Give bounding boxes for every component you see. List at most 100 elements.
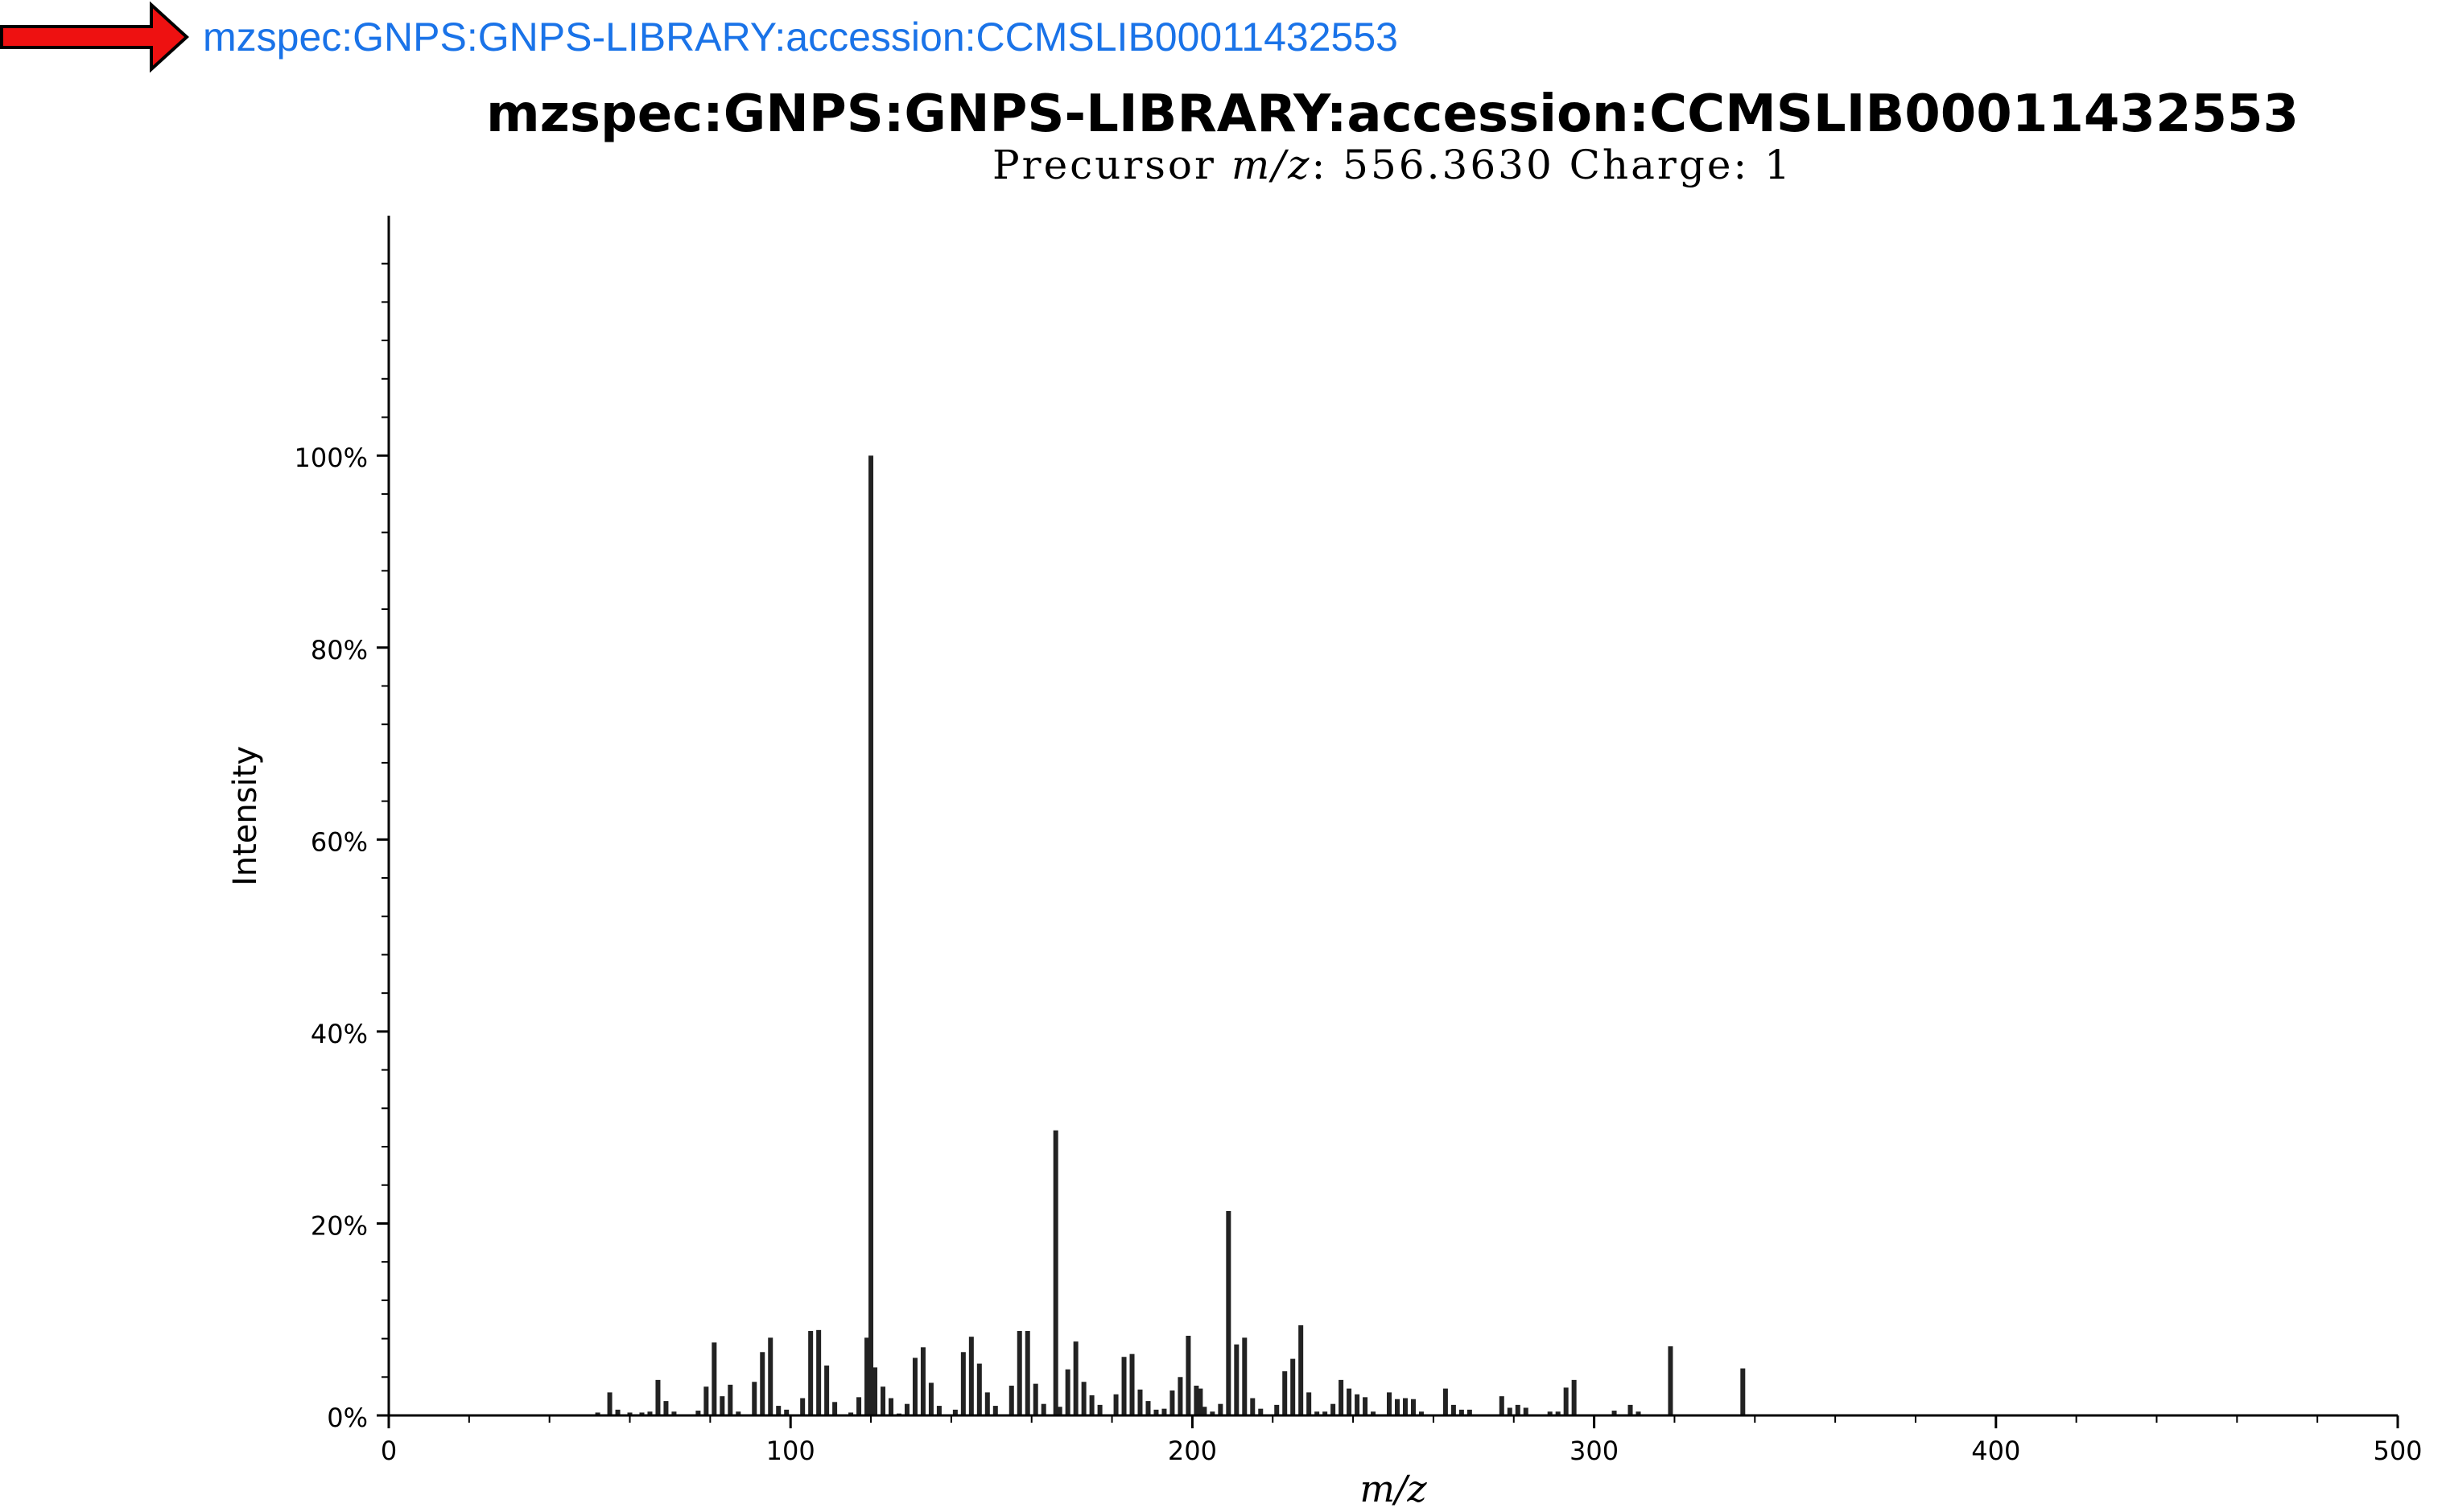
peak-bar xyxy=(655,1379,661,1415)
peak-bar xyxy=(1636,1411,1641,1415)
peak-bar xyxy=(1394,1399,1400,1415)
peak-bar xyxy=(1571,1379,1577,1415)
peak-bar xyxy=(1210,1411,1215,1415)
peak-bar xyxy=(1226,1210,1231,1415)
peak-bar xyxy=(889,1398,893,1415)
y-axis-label: Intensity xyxy=(227,746,264,886)
peak-bar xyxy=(848,1412,854,1415)
peak-bar xyxy=(663,1401,669,1415)
y-tick-label: 20% xyxy=(311,1210,368,1241)
y-tick-label: 100% xyxy=(295,443,368,473)
peak-bar xyxy=(920,1347,926,1415)
x-tick-label: 400 xyxy=(1971,1436,2020,1466)
y-tick-label: 80% xyxy=(311,635,368,665)
peak-bar xyxy=(1466,1409,1472,1415)
peak-bar xyxy=(1057,1407,1062,1415)
x-tick-label: 300 xyxy=(1570,1436,1619,1466)
peak-bar xyxy=(627,1412,633,1415)
peak-bar xyxy=(1250,1398,1256,1415)
peak-bars xyxy=(595,455,1746,1416)
peak-bar xyxy=(752,1382,757,1415)
peak-bar xyxy=(1202,1407,1207,1415)
peak-bar xyxy=(728,1384,733,1415)
peak-bar xyxy=(1355,1394,1360,1415)
peak-bar xyxy=(1330,1403,1336,1415)
peak-bar xyxy=(1363,1397,1368,1415)
peak-bar xyxy=(1017,1331,1022,1415)
x-axis-label: m/z xyxy=(1359,1467,1427,1510)
peak-bar xyxy=(1740,1368,1746,1415)
peak-bar xyxy=(1499,1396,1504,1415)
peak-bar xyxy=(760,1352,765,1415)
peak-bar xyxy=(1410,1399,1416,1415)
peak-bar xyxy=(1402,1398,1408,1415)
peak-bar xyxy=(1198,1388,1203,1415)
peak-bar xyxy=(816,1329,822,1415)
peak-bar xyxy=(1668,1346,1673,1415)
peak-bar xyxy=(1523,1407,1528,1415)
chart-title: mzspec:GNPS:GNPS-LIBRARY:accession:CCMSL… xyxy=(486,84,2299,144)
peak-bar xyxy=(856,1397,862,1415)
peak-bar xyxy=(1242,1337,1248,1415)
peak-bar xyxy=(1387,1392,1392,1415)
peak-bar xyxy=(1169,1390,1175,1415)
peak-bar xyxy=(1458,1409,1464,1415)
chart-subtitle: Precursor m/z: 556.3630 Charge: 1 xyxy=(992,142,1792,188)
peak-bar xyxy=(1274,1404,1280,1415)
peak-bar xyxy=(1097,1404,1103,1415)
peak-bar xyxy=(1073,1341,1079,1415)
y-tick-label: 0% xyxy=(327,1403,368,1433)
y-tick-label: 60% xyxy=(311,826,368,857)
arrow-shape xyxy=(0,1,189,73)
peak-bar xyxy=(1194,1386,1199,1415)
peak-bar xyxy=(736,1411,741,1415)
y-tick-label: 40% xyxy=(311,1019,368,1049)
peak-bar xyxy=(1298,1325,1304,1415)
peak-bar xyxy=(1290,1358,1296,1415)
peak-bar xyxy=(1081,1382,1087,1415)
peak-bar xyxy=(1555,1411,1561,1415)
peak-bar xyxy=(695,1411,701,1415)
peak-bar xyxy=(1627,1404,1633,1415)
peak-bar xyxy=(712,1342,717,1415)
peak-bar xyxy=(1347,1388,1352,1415)
peak-bar xyxy=(881,1386,886,1415)
peak-bar xyxy=(1065,1369,1070,1415)
peak-bar xyxy=(1041,1403,1046,1415)
peak-bar xyxy=(671,1411,677,1415)
peak-bar xyxy=(1089,1395,1095,1415)
usi-link[interactable]: mzspec:GNPS:GNPS-LIBRARY:accession:CCMSL… xyxy=(203,14,1398,60)
peak-bar xyxy=(784,1409,790,1415)
peak-bar xyxy=(1547,1411,1553,1415)
peak-bar xyxy=(976,1363,982,1415)
peak-bar xyxy=(1314,1411,1320,1415)
peak-bar xyxy=(960,1352,966,1415)
top-bar: mzspec:GNPS:GNPS-LIBRARY:accession:CCMSL… xyxy=(0,0,2442,74)
peak-bar xyxy=(595,1412,600,1415)
peak-bar xyxy=(1339,1379,1344,1415)
peak-bar xyxy=(824,1365,830,1415)
x-tick-label: 0 xyxy=(381,1436,397,1466)
peak-bar xyxy=(639,1412,645,1415)
minor-ticks xyxy=(382,262,2399,1423)
peak-bar xyxy=(872,1367,878,1415)
subtitle-prefix: Precursor xyxy=(992,142,1231,188)
peak-bar xyxy=(1234,1344,1240,1415)
peak-bar xyxy=(1371,1411,1376,1415)
peak-bar xyxy=(992,1406,998,1415)
peak-bar xyxy=(984,1392,990,1415)
peak-bar xyxy=(1282,1371,1288,1415)
peak-bar xyxy=(1515,1404,1520,1415)
peak-bar xyxy=(1145,1401,1151,1415)
major-ticks: 0% 20% 40% 60% 80% 100% 0 100 200 300 400 500 xyxy=(295,443,2423,1466)
peak-bar xyxy=(968,1337,974,1415)
peak-bar xyxy=(776,1406,782,1415)
peak-bar xyxy=(720,1396,725,1415)
peak-bar xyxy=(1418,1411,1424,1415)
subtitle-mz-symbol: m/z xyxy=(1231,142,1312,188)
peak-bar xyxy=(868,455,874,1416)
peak-bar xyxy=(1009,1386,1014,1415)
peak-bar xyxy=(1322,1411,1328,1415)
peak-bar xyxy=(912,1358,918,1415)
